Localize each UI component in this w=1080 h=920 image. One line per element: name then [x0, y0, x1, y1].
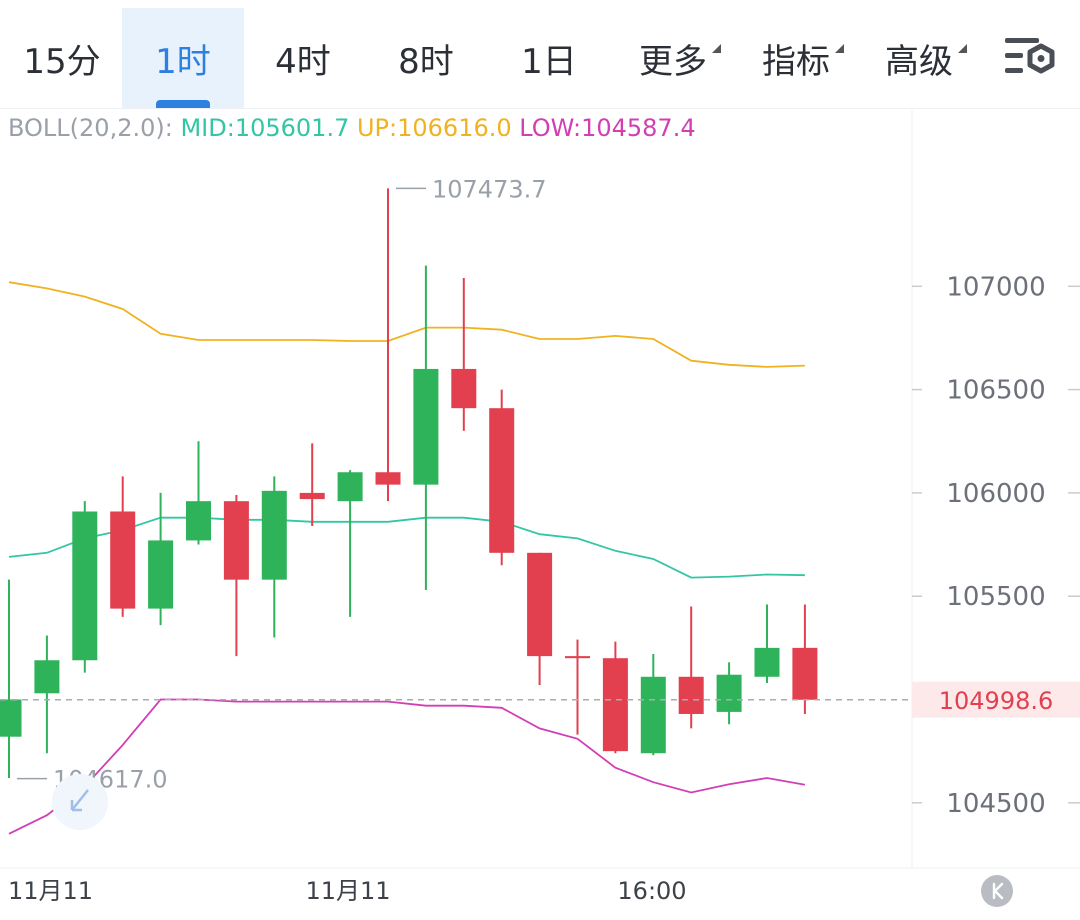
tab-6[interactable]: 更多 [614, 8, 732, 108]
candle-body[interactable] [0, 699, 22, 737]
boll-mid-line [8, 516, 805, 579]
y-tick-label: 104500 [946, 789, 1045, 819]
tab-7[interactable]: 指标 [737, 8, 855, 108]
candle-body[interactable] [261, 490, 287, 580]
candlestick-chart[interactable]: 107000 106500 106000 105500 104500 104998.6 10… [0, 110, 1080, 920]
candle-body[interactable] [186, 501, 211, 541]
y-tick-label: 106500 [946, 376, 1045, 406]
candle-body[interactable] [640, 676, 666, 754]
go-to-latest-icon [992, 882, 1004, 900]
candle-body[interactable] [337, 472, 363, 502]
candle-body[interactable] [792, 647, 818, 700]
dropdown-caret-icon [712, 43, 721, 53]
boll-up-line [8, 281, 805, 368]
tab-5[interactable]: 1日 [490, 8, 608, 108]
timeframe-tab-bar: 15分 1时 4时 8时 1日 更多 指标 高级 [0, 0, 1080, 109]
tab-label: 4时 [275, 41, 331, 82]
candle-body[interactable] [299, 492, 325, 500]
candle-body[interactable] [223, 501, 249, 580]
candle-body[interactable] [565, 656, 590, 659]
dropdown-caret-icon [835, 43, 844, 53]
y-tick-label: 107000 [946, 272, 1045, 302]
x-tick-label: 11月11 [8, 877, 93, 905]
y-tick-label: 106000 [946, 479, 1045, 509]
x-tick-label: 11月11 [305, 877, 390, 905]
candle-body[interactable] [110, 511, 136, 609]
tab-label: 高级 [885, 34, 967, 83]
arrow-icon [70, 789, 89, 812]
tab-1[interactable]: 15分 [8, 8, 116, 108]
current-price-label: 104998.6 [939, 687, 1054, 715]
candle-body[interactable] [754, 647, 780, 677]
candle-body[interactable] [451, 368, 477, 409]
candle-body[interactable] [413, 368, 439, 485]
candle-body[interactable] [375, 472, 401, 485]
tab-label: 指标 [762, 34, 844, 83]
boll-indicator-legend: BOLL(20,2.0): MID:105601.7 UP:106616.0 L… [8, 114, 696, 142]
tab-label: 8时 [398, 41, 454, 82]
candle-body[interactable] [678, 676, 704, 714]
candle-body[interactable] [716, 674, 742, 712]
tab-label: 1时 [155, 41, 211, 82]
tab-label: 更多 [639, 34, 721, 83]
candle-body[interactable] [527, 552, 553, 657]
dropdown-caret-icon [958, 43, 967, 53]
current-price-tag-bg [912, 681, 1080, 718]
y-tick-label: 105500 [946, 582, 1045, 612]
tab-8[interactable]: 高级 [860, 8, 978, 108]
candle-body[interactable] [489, 408, 515, 553]
boll-up-value: UP:106616.0 [356, 114, 512, 142]
go-to-latest-button[interactable] [981, 875, 1013, 907]
high-marker-label: 107473.7 [432, 175, 547, 203]
boll-name: BOLL(20,2.0): [8, 114, 173, 142]
chart-settings-icon[interactable] [1003, 34, 1057, 80]
x-tick-label: 16:00 [617, 877, 686, 905]
tab-2[interactable]: 1时 [122, 8, 244, 108]
candle-body[interactable] [34, 660, 60, 694]
active-tab-indicator [156, 100, 210, 108]
tab-4[interactable]: 8时 [367, 8, 485, 108]
tab-label: 1日 [521, 41, 577, 82]
candle-body[interactable] [72, 511, 98, 661]
boll-mid-value: MID:105601.7 [180, 114, 350, 142]
tab-label: 15分 [23, 41, 101, 82]
tab-3[interactable]: 4时 [244, 8, 362, 108]
candle-body[interactable] [602, 658, 628, 752]
boll-low-value: LOW:104587.4 [519, 114, 696, 142]
boll-low-line [8, 698, 806, 835]
candle-body[interactable] [148, 540, 174, 609]
